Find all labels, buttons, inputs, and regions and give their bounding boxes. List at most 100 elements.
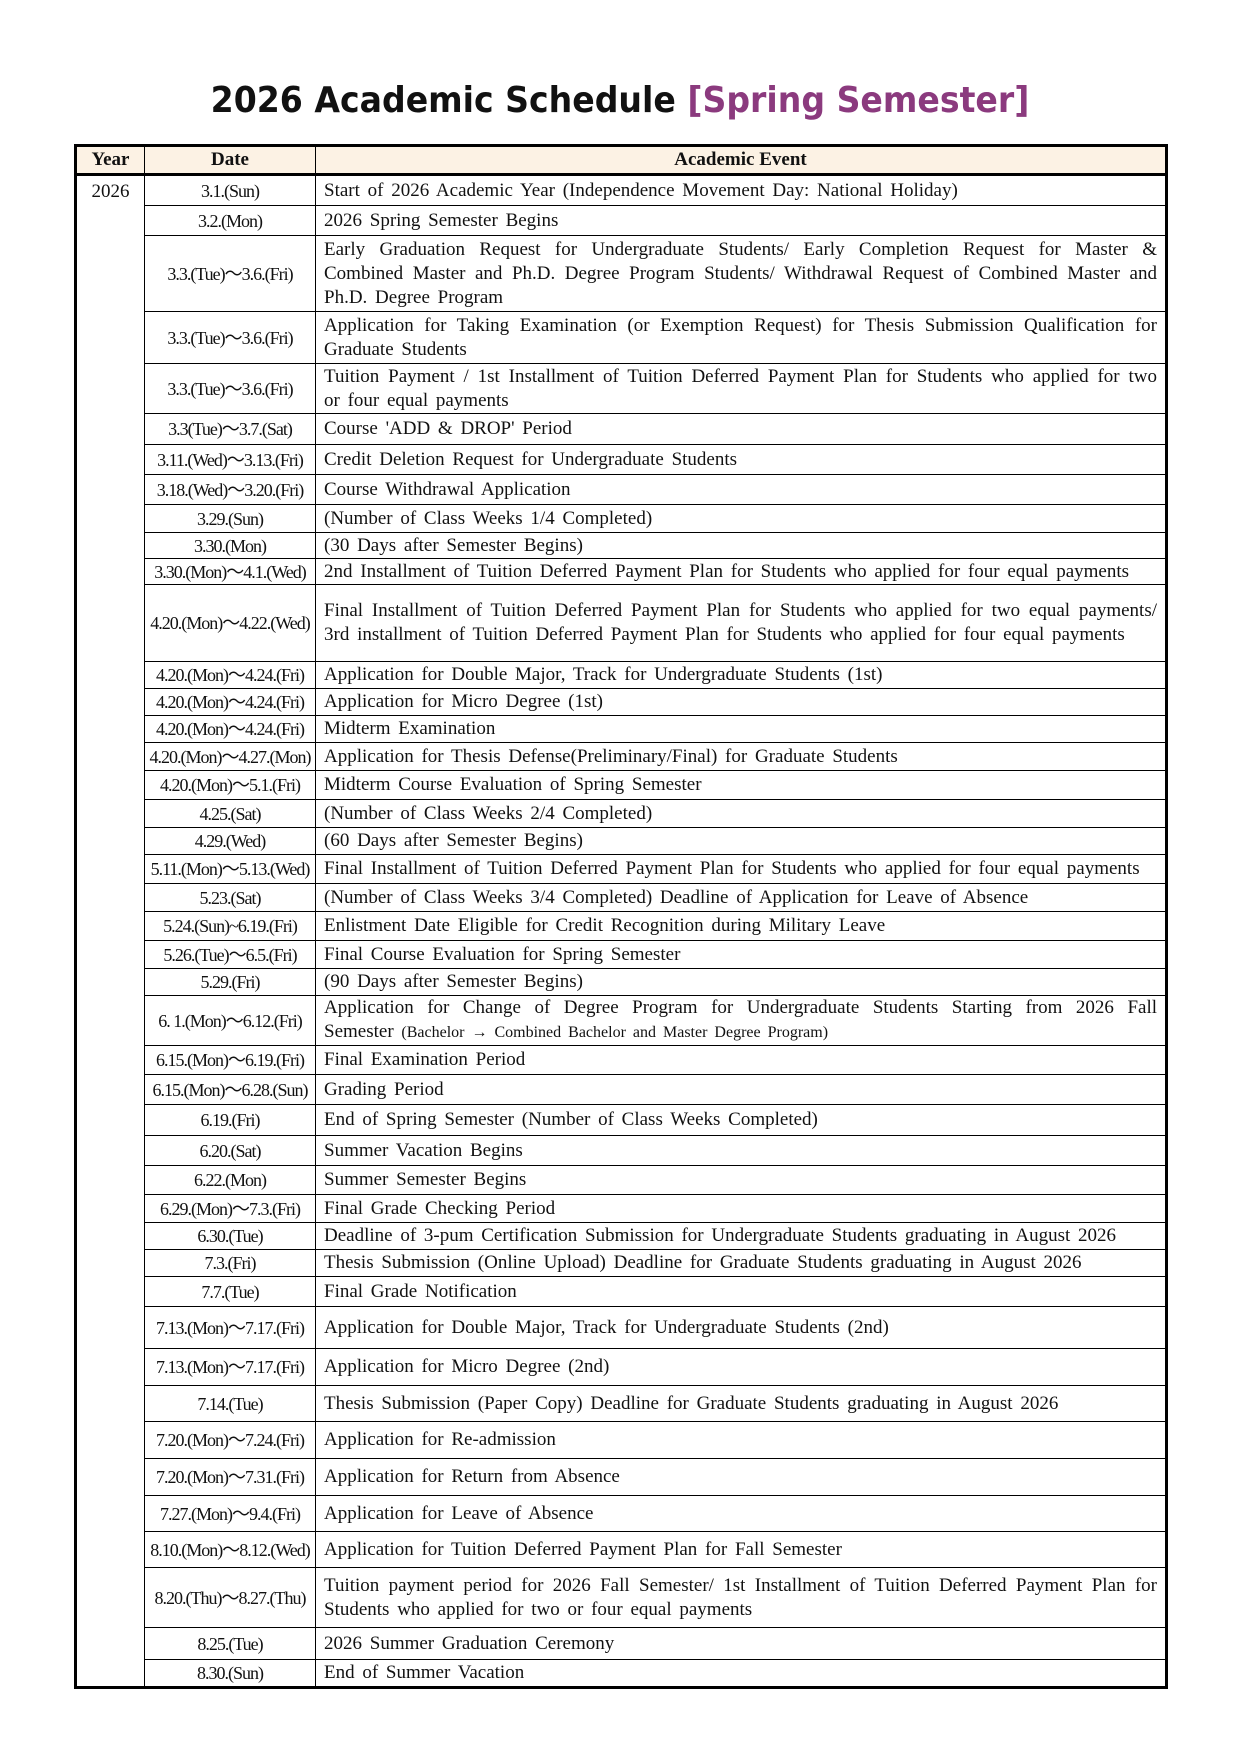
date-cell: 4.20.(Mon)～4.24.(Fri) — [144, 688, 316, 716]
date-cell: 6.15.(Mon)～6.19.(Fri) — [144, 1045, 316, 1075]
table-row: 7.20.(Mon)～7.24.(Fri) Application for Re-… — [76, 1421, 1167, 1459]
table-row: 6.19.(Fri) End of Spring Semester (Number… — [76, 1104, 1167, 1136]
event-cell: Application for Tuition Deferred Payment… — [315, 1531, 1167, 1568]
table-row: 4.25.(Sat) (Number of Class Weeks 2/4 Com… — [76, 799, 1167, 828]
year-cell: 2026 — [75, 174, 145, 1688]
table-row: 2026 3.1.(Sun) Start of 2026 Academic Year… — [75, 174, 1167, 1688]
event-text: Tuition Payment / 1st Installment of Tui… — [324, 365, 1157, 411]
event-cell: Application for Taking Examination (or E… — [315, 311, 1167, 364]
event-cell: (Number of Class Weeks 1/4 Completed) — [315, 504, 1167, 533]
table-row: 8.10.(Mon)～8.12.(Wed) Application for Tui… — [76, 1531, 1167, 1568]
table-row: 6.30.(Tue) Deadline of 3-pum Certificatio… — [76, 1222, 1167, 1250]
event-text: (Number of Class Weeks 3/4 Completed) De… — [324, 886, 1029, 908]
table-row: 7.7.(Tue) Final Grade Notification — [76, 1276, 1167, 1307]
event-cell: Credit Deletion Request for Undergraduat… — [315, 444, 1167, 475]
academic-schedule-table: Year Date Academic Event 2026 3.1.(Sun) St… — [74, 144, 1168, 1689]
event-text: Enlistment Date Eligible for Credit Reco… — [324, 915, 886, 936]
table-row: 7.20.(Mon)～7.31.(Fri) Application for Ret… — [76, 1458, 1167, 1496]
event-cell: End of Spring Semester (Number of Class … — [315, 1104, 1167, 1136]
date-cell: 3.30.(Mon) — [144, 532, 316, 559]
table-row: 4.20.(Mon)～4.22.(Wed) Final Installment o… — [76, 584, 1167, 662]
table-row: 4.20.(Mon)～4.24.(Fri) Application for Mic… — [76, 688, 1167, 716]
event-cell: Final Course Evaluation for Spring Semes… — [315, 940, 1167, 969]
title-main: 2026 Academic Schedule — [210, 80, 676, 121]
date-cell: 4.20.(Mon)～4.24.(Fri) — [144, 715, 316, 743]
event-cell: (Number of Class Weeks 2/4 Completed) — [315, 799, 1167, 828]
event-cell: Thesis Submission (Paper Copy) Deadline … — [315, 1385, 1167, 1422]
date-cell: 3.3.(Tue)～3.6.(Fri) — [144, 235, 316, 312]
table-row: 4.20.(Mon)～4.24.(Fri) Application for Dou… — [76, 661, 1167, 689]
date-cell: 4.20.(Mon)～4.27.(Mon) — [144, 742, 316, 771]
table-row: 6.15.(Mon)～6.28.(Sun) Grading Period — [76, 1074, 1167, 1105]
event-cell: Application for Double Major, Track for … — [315, 1306, 1167, 1349]
event-text: Summer Vacation Begins — [324, 1139, 523, 1161]
date-cell: 6.29.(Mon)～7.3.(Fri) — [144, 1194, 316, 1223]
table-row: 7.3.(Fri) Thesis Submission (Online Uploa… — [76, 1249, 1167, 1277]
table-row: 3.30.(Mon)～4.1.(Wed) 2nd Installment of T… — [76, 558, 1167, 585]
date-cell: 7.20.(Mon)～7.24.(Fri) — [144, 1421, 316, 1459]
table-row: 3.11.(Wed)～3.13.(Fri) Credit Deletion Req… — [76, 444, 1167, 475]
event-text: Early Graduation Request for Undergradua… — [324, 238, 1157, 308]
event-text: Application for Micro Degree (1st) — [324, 691, 603, 712]
event-cell: Enlistment Date Eligible for Credit Reco… — [315, 911, 1167, 941]
date-cell: 3.2.(Mon) — [144, 205, 316, 236]
date-cell: 7.20.(Mon)～7.31.(Fri) — [144, 1458, 316, 1496]
event-cell: (30 Days after Semester Begins) — [315, 532, 1167, 559]
event-text: Final Grade Checking Period — [324, 1197, 556, 1219]
table-row: 6.15.(Mon)～6.19.(Fri) Final Examination P… — [76, 1045, 1167, 1075]
event-text: (60 Days after Semester Begins) — [324, 830, 583, 851]
event-text: Summer Semester Begins — [324, 1169, 527, 1190]
event-cell: 2026 Spring Semester Begins — [315, 205, 1167, 236]
event-text: Final Examination Period — [324, 1049, 526, 1070]
table-row: 7.14.(Tue) Thesis Submission (Paper Copy)… — [76, 1385, 1167, 1422]
event-text: (Number of Class Weeks 2/4 Completed) — [324, 802, 653, 824]
table-row: 5.26.(Tue)～6.5.(Fri) Final Course Evaluat… — [76, 940, 1167, 969]
event-cell: Midterm Examination — [315, 715, 1167, 743]
date-cell: 3.30.(Mon)～4.1.(Wed) — [144, 558, 316, 585]
event-text: Course 'ADD & DROP' Period — [324, 418, 572, 439]
date-cell: 8.10.(Mon)～8.12.(Wed) — [144, 1531, 316, 1568]
page-title: 2026 Academic Schedule [Spring Semester] — [50, 80, 1191, 121]
date-cell: 6. 1.(Mon)～6.12.(Fri) — [144, 995, 316, 1046]
date-cell: 4.20.(Mon)～5.1.(Fri) — [144, 770, 316, 800]
event-text: Application for Taking Examination (or E… — [324, 314, 1157, 360]
event-cell: Deadline of 3-pum Certification Submissi… — [315, 1222, 1167, 1250]
event-cell: Final Installment of Tuition Deferred Pa… — [315, 854, 1167, 884]
table-row: 5.11.(Mon)～5.13.(Wed) Final Installment o… — [76, 854, 1167, 884]
event-text: Thesis Submission (Paper Copy) Deadline … — [324, 1392, 1059, 1414]
event-cell: Final Installment of Tuition Deferred Pa… — [315, 584, 1167, 662]
date-cell: 7.13.(Mon)～7.17.(Fri) — [144, 1306, 316, 1349]
event-text: Course Withdrawal Application — [324, 478, 571, 500]
event-cell: 2026 Summer Graduation Ceremony — [315, 1627, 1167, 1660]
event-cell: Application for Re-admission — [315, 1421, 1167, 1459]
event-cell: Final Grade Checking Period — [315, 1194, 1167, 1223]
event-cell: Summer Semester Begins — [315, 1165, 1167, 1195]
event-cell: Final Examination Period — [315, 1045, 1167, 1075]
date-cell: 4.20.(Mon)～4.24.(Fri) — [144, 661, 316, 689]
table-row: 7.13.(Mon)～7.17.(Fri) Application for Mic… — [76, 1348, 1167, 1386]
event-text: (Number of Class Weeks 1/4 Completed) — [324, 507, 653, 529]
event-cell: (90 Days after Semester Begins) — [315, 968, 1167, 996]
table-header-row: Year Date Academic Event — [75, 145, 1167, 176]
table-row: 6.20.(Sat) Summer Vacation Begins — [76, 1135, 1167, 1166]
event-text: Final Installment of Tuition Deferred Pa… — [324, 600, 1157, 645]
table-row: 3.30.(Mon) (30 Days after Semester Begins… — [76, 532, 1167, 559]
header-year: Year — [75, 145, 145, 176]
date-cell: 8.20.(Thu)～8.27.(Thu) — [144, 1567, 316, 1628]
table-row: 4.29.(Wed) (60 Days after Semester Begins… — [76, 827, 1167, 855]
table-row: 4.20.(Mon)～4.27.(Mon) Application for The… — [76, 742, 1167, 771]
date-cell: 6.19.(Fri) — [144, 1104, 316, 1136]
date-cell: 6.15.(Mon)～6.28.(Sun) — [144, 1074, 316, 1105]
event-text: Final Course Evaluation for Spring Semes… — [324, 943, 681, 965]
table-row: 4.20.(Mon)～4.24.(Fri) Midterm Examination — [76, 715, 1167, 743]
date-cell: 3.1.(Sun) — [144, 174, 316, 206]
event-text: 2026 Summer Graduation Ceremony — [324, 1632, 615, 1654]
date-cell: 3.3.(Tue)～3.6.(Fri) — [144, 363, 316, 414]
date-cell: 7.27.(Mon)～9.4.(Fri) — [144, 1495, 316, 1532]
header-event: Academic Event — [315, 145, 1167, 176]
event-text: (30 Days after Semester Begins) — [324, 534, 583, 556]
event-text: Application for Re-admission — [324, 1429, 556, 1450]
table-row: 3.3.(Tue)～3.6.(Fri) Application for Takin… — [76, 311, 1167, 364]
event-cell: Grading Period — [315, 1074, 1167, 1105]
event-text: Final Installment of Tuition Deferred Pa… — [324, 858, 1140, 879]
